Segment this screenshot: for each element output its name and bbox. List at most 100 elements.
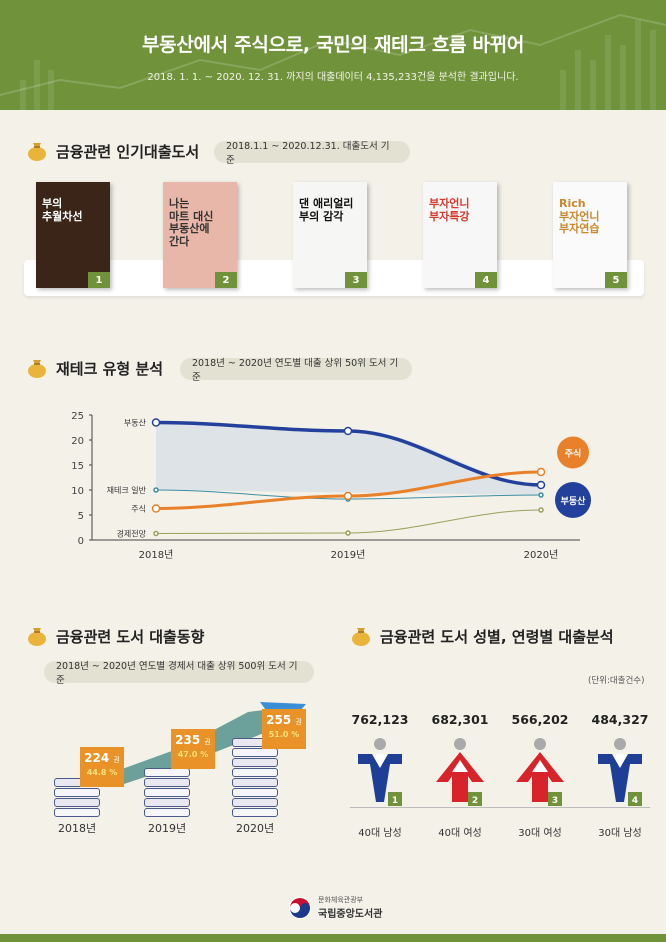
book-cover-3[interactable]: 댄 애리얼리 부의 감각 3 — [293, 182, 367, 288]
book-stack-layer — [144, 798, 190, 807]
book-stack-layer — [232, 808, 278, 817]
data-point — [343, 491, 353, 501]
book-stack-layer — [232, 788, 278, 797]
footer-logo: 문화체육관광부 국립중앙도서관 — [288, 895, 382, 920]
data-point — [536, 480, 546, 490]
header-banner: 부동산에서 주식으로, 국민의 재테크 흐름 바뀌어 2018. 1. 1. ~… — [0, 0, 666, 110]
loan-count: 566,202 — [511, 712, 569, 727]
section-title-text: 금융관련 인기대출도서 — [56, 142, 200, 161]
rank-badge: 2 — [215, 272, 237, 288]
money-bag-icon — [28, 360, 46, 378]
rank-badge: 3 — [345, 272, 367, 288]
rank-badge: 4 — [475, 272, 497, 288]
book-stack-layer — [232, 778, 278, 787]
loan-count: 762,123 — [351, 712, 409, 727]
data-point — [536, 467, 546, 477]
svg-text:2: 2 — [472, 796, 478, 806]
series-label: 주식 — [131, 505, 146, 514]
page-subtitle: 2018. 1. 1. ~ 2020. 12. 31. 까지의 대출데이터 4,… — [147, 72, 519, 83]
section-popular-books-title: 금융관련 인기대출도서 — [26, 140, 199, 162]
section-title-text: 금융관련 도서 성별, 연령별 대출분석 — [380, 627, 614, 646]
footer-bar — [0, 934, 666, 942]
loan-count: 682,301 — [431, 712, 489, 727]
section-investment-type-title: 재테크 유형 분석 — [26, 357, 163, 379]
y-tick-label: 20 — [71, 436, 84, 447]
real-estate-callout-label: 부동산 — [561, 495, 587, 507]
book-stack-layer — [54, 808, 100, 817]
year-label: 2020년 — [236, 822, 275, 835]
series-line — [155, 509, 542, 534]
data-point — [153, 487, 159, 493]
data-point — [538, 507, 544, 513]
book-title: 나는 마트 대신 부동산에 간다 — [169, 197, 214, 248]
female-figure-icon: 2 — [436, 738, 484, 806]
book-stack-layer — [144, 778, 190, 787]
svg-text:1: 1 — [392, 796, 398, 806]
library-name: 국립중앙도서관 — [318, 909, 383, 920]
y-tick-label: 25 — [71, 411, 84, 422]
book-percent: 47.0 % — [177, 750, 209, 759]
book-stack-layer — [232, 768, 278, 777]
svg-text:4: 4 — [632, 796, 638, 806]
x-tick-label: 2018년 — [139, 549, 174, 561]
book-stack-layer — [232, 758, 278, 767]
book-stack-layer — [232, 748, 278, 757]
male-figure-icon: 1 — [358, 738, 402, 806]
unit-note: (단위:대출건수) — [588, 676, 645, 686]
section-title-text: 재테크 유형 분석 — [56, 359, 164, 378]
female-figure-icon: 3 — [516, 738, 564, 806]
data-point — [151, 418, 161, 427]
book-title: 댄 애리얼리 부의 감각 — [299, 197, 354, 223]
x-tick-label: 2019년 — [331, 549, 366, 561]
real-estate-callout — [555, 482, 591, 518]
book-stack-layer — [54, 798, 100, 807]
section-loan-trend-title: 금융관련 도서 대출동향 — [26, 625, 204, 647]
real-estate-area — [156, 422, 541, 495]
rank-badge: 1 — [88, 272, 110, 288]
male-figure-icon: 4 — [598, 738, 642, 806]
year-label: 2019년 — [148, 822, 187, 835]
book-stack-layer — [144, 768, 190, 777]
page-title: 부동산에서 주식으로, 국민의 재테크 흐름 바뀌어 — [141, 34, 525, 56]
series-label: 경제전망 — [117, 529, 147, 539]
book-count: 255 권 — [266, 713, 302, 727]
book-cover-1[interactable]: 부의 추월차선 1 — [36, 182, 110, 288]
data-point — [345, 530, 351, 536]
book-stack-layer — [232, 798, 278, 807]
y-tick-label: 5 — [78, 511, 84, 522]
book-cover-2[interactable]: 나는 마트 대신 부동산에 간다 2 — [163, 182, 237, 288]
data-point — [538, 492, 544, 498]
y-tick-label: 10 — [71, 486, 84, 497]
demographic-label: 40대 남성 — [358, 828, 402, 839]
year-label: 2018년 — [58, 822, 97, 835]
money-bag-icon — [28, 143, 46, 161]
data-point — [153, 530, 159, 537]
x-tick-label: 2020년 — [524, 549, 559, 561]
divider — [350, 807, 650, 808]
series-label: 재테크 일반 — [107, 486, 147, 495]
book-count: 224 권 — [84, 751, 120, 765]
book-cover-5[interactable]: Rich 부자언니 부자연습 5 — [553, 182, 627, 288]
book-title: Rich 부자언니 부자연습 — [559, 197, 600, 236]
demographic-label: 30대 남성 — [598, 828, 642, 839]
book-stack-layer — [144, 808, 190, 817]
demographic-label: 40대 여성 — [438, 828, 482, 839]
rank-badge: 5 — [605, 272, 627, 288]
stock-callout — [557, 436, 589, 469]
chart-decor-icon — [0, 13, 666, 96]
section-note: 2018년 ~ 2020년 연도별 대출 상위 50위 도서 기준 — [180, 358, 412, 383]
stock-callout-label: 주식 — [565, 448, 582, 460]
book-stack-layer — [54, 788, 100, 797]
book-title: 부의 추월차선 — [42, 197, 83, 223]
y-tick-label: 0 — [78, 536, 84, 547]
book-cover-4[interactable]: 부자언니 부자특강 4 — [423, 182, 497, 288]
trend-value-box: 224 권 44.8 % — [80, 747, 124, 787]
government-emblem-icon — [289, 896, 311, 919]
y-tick-label: 15 — [71, 461, 84, 472]
data-point — [151, 504, 161, 513]
book-percent: 44.8 % — [86, 768, 118, 777]
section-note: 2018.1.1 ~ 2020.12.31. 대출도서 기준 — [214, 141, 410, 166]
data-point — [343, 426, 353, 436]
book-title: 부자언니 부자특강 — [429, 197, 470, 223]
